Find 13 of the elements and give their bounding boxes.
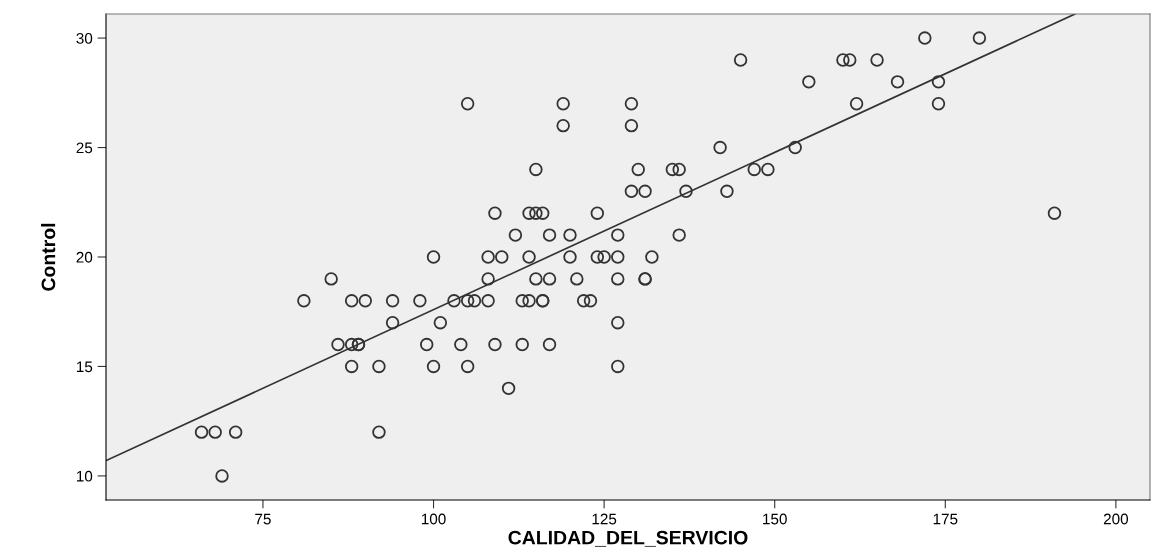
y-tick-label: 10 — [76, 470, 93, 482]
x-tick-label: 200 — [1103, 513, 1129, 525]
x-tick-label: 175 — [933, 513, 958, 525]
x-axis-title: CALIDAD_DEL_SERVICIO — [508, 530, 748, 547]
y-tick-label: 30 — [76, 32, 93, 44]
x-tick-label: 100 — [421, 513, 446, 525]
y-tick-label: 25 — [76, 142, 93, 154]
x-tick-label: 125 — [592, 513, 617, 525]
x-tick-label: 150 — [763, 513, 787, 525]
y-tick-label: 20 — [76, 251, 93, 263]
y-axis-title: Control — [41, 223, 56, 291]
x-tick-label: 75 — [255, 513, 271, 525]
y-tick-label: 15 — [76, 361, 93, 373]
